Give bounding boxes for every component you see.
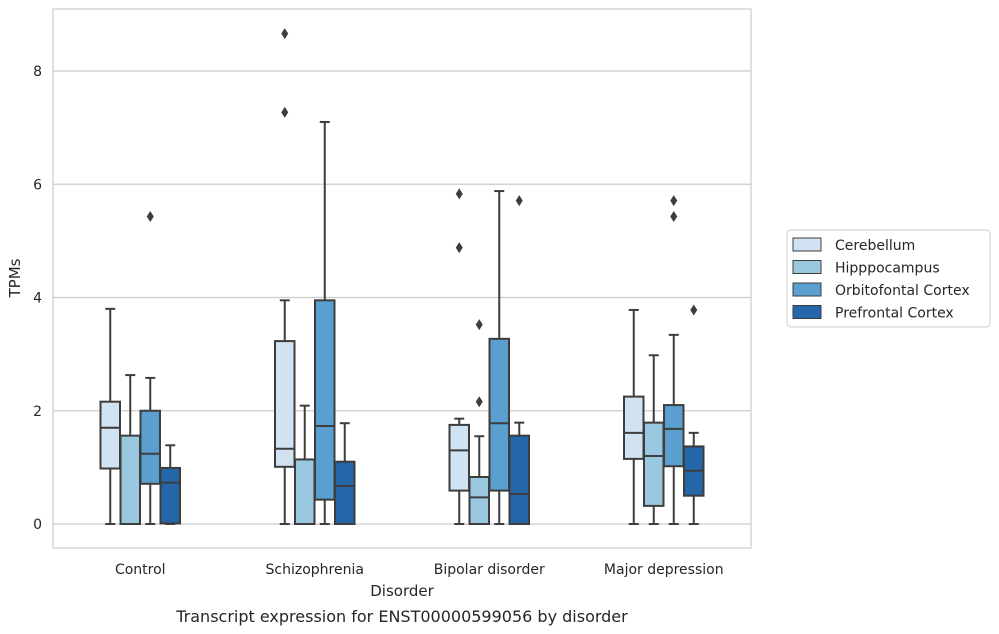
box (294, 458, 316, 526)
y-tick-label: 4 (33, 291, 42, 307)
x-axis-label: Disorder (370, 582, 434, 600)
box (99, 400, 121, 470)
outlier-point (281, 28, 289, 40)
legend-swatch (792, 237, 822, 252)
legend-label: Cerebellum (835, 238, 915, 254)
outlier-point (475, 396, 483, 408)
series-group (139, 120, 685, 525)
legend-swatch (792, 260, 822, 274)
series-group (159, 195, 705, 526)
box (334, 460, 356, 525)
x-tick-label: Control (115, 562, 166, 578)
box (468, 476, 490, 525)
box (448, 423, 470, 492)
x-tick-label: Schizophrenia (266, 562, 364, 578)
outlier-point (281, 106, 289, 118)
y-axis-label: TPMs (6, 258, 24, 298)
box (119, 434, 141, 526)
y-tick-labels: 0 2 4 6 8 (33, 64, 42, 533)
outlier-point (515, 195, 523, 207)
legend-swatch (792, 305, 822, 319)
box (139, 409, 161, 485)
y-tick-label: 6 (33, 177, 42, 193)
outlier-point (455, 242, 463, 254)
y-tick-label: 2 (33, 404, 42, 420)
box (623, 395, 645, 460)
outlier-point (670, 195, 678, 207)
outlier-point (475, 319, 483, 331)
outlier-point (670, 211, 678, 223)
x-tick-labels: Control Schizophrenia Bipolar disorder Majo… (115, 562, 724, 578)
outlier-point (690, 304, 698, 316)
box (159, 466, 181, 525)
box (663, 404, 685, 468)
box-series (99, 28, 705, 526)
box (508, 434, 530, 526)
x-tick-label: Bipolar disorder (434, 562, 545, 578)
legend-swatch (792, 282, 822, 297)
legend-label: Orbitofontal Cortex (835, 283, 970, 299)
series-group (99, 28, 645, 525)
outlier-point (146, 211, 154, 223)
legend-label: Prefrontal Cortex (835, 306, 954, 322)
box (488, 337, 510, 492)
y-tick-label: 8 (33, 64, 42, 80)
legend-frame (786, 229, 991, 328)
box (274, 340, 296, 468)
y-tick-label: 0 (33, 517, 42, 533)
x-tick-label: Major depression (604, 562, 724, 578)
legend: Cerebellum Hipppocampus Orbitofontal Corte… (786, 229, 991, 328)
figure-caption: Transcript expression for ENST0000059905… (175, 607, 628, 626)
box (643, 421, 665, 507)
outlier-point (455, 188, 463, 200)
box (314, 299, 336, 501)
legend-label: Hipppocampus (835, 261, 940, 277)
